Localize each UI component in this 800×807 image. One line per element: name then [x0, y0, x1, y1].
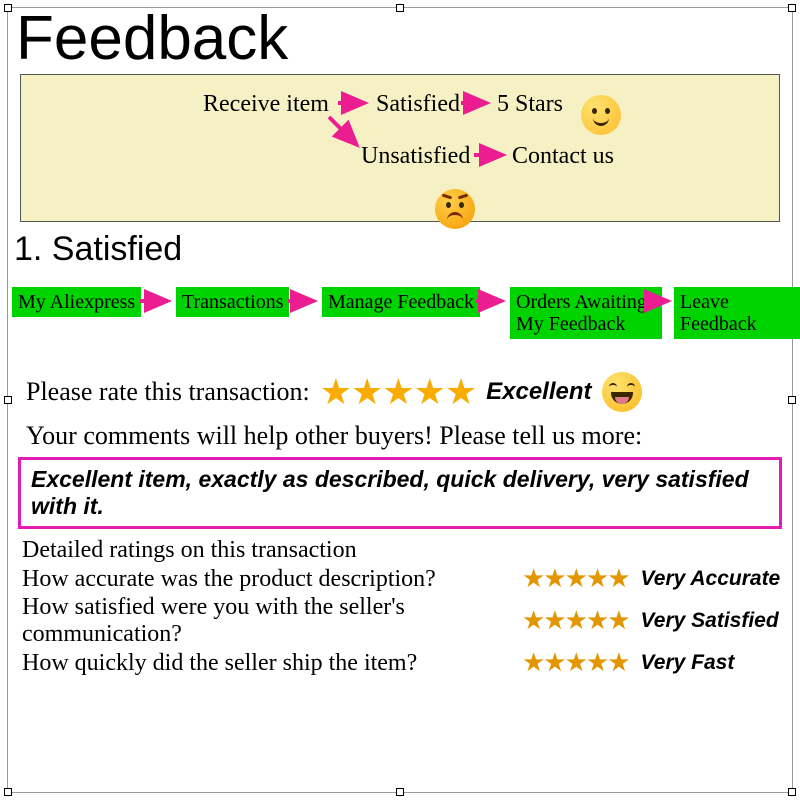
- detail-label-1: Very Accurate: [641, 567, 781, 591]
- grin-icon: [602, 372, 642, 412]
- sel-handle: [396, 788, 404, 796]
- rate-prompt: Please rate this transaction:: [26, 377, 310, 407]
- detail-row-3: How quickly did the seller ship the item…: [22, 648, 792, 678]
- flowchart-arrows: [21, 75, 781, 223]
- detail-row-1: How accurate was the product description…: [22, 564, 792, 594]
- sel-handle: [788, 396, 796, 404]
- sel-handle: [788, 4, 796, 12]
- detail-q-2: How satisfied were you with the seller's…: [22, 594, 522, 648]
- comment-text: Excellent item, exactly as described, qu…: [31, 466, 749, 519]
- sel-handle: [396, 4, 404, 12]
- comment-prompt: Your comments will help other buyers! Pl…: [26, 421, 792, 451]
- detail-label-3: Very Fast: [641, 651, 735, 675]
- page-frame: Feedback Receive item Satisfied 5 Stars …: [7, 7, 793, 793]
- step-row: My Aliexpress Transactions Manage Feedba…: [12, 277, 788, 355]
- detail-row-2: How satisfied were you with the seller's…: [22, 594, 792, 648]
- detail-label-2: Very Satisfied: [641, 609, 779, 633]
- page-title: Feedback: [16, 8, 792, 70]
- sel-handle: [4, 4, 12, 12]
- sel-handle: [4, 788, 12, 796]
- detail-stars-1: ★★★★★: [522, 564, 629, 594]
- five-star-icon: ★★★★★: [320, 371, 476, 413]
- flowchart-box: Receive item Satisfied 5 Stars Unsatisfi…: [20, 74, 780, 222]
- detail-q-1: How accurate was the product description…: [22, 566, 522, 593]
- detail-q-3: How quickly did the seller ship the item…: [22, 650, 522, 677]
- sel-handle: [4, 396, 12, 404]
- step-arrows: [12, 277, 800, 355]
- rating-label: Excellent: [486, 378, 591, 406]
- sel-handle: [788, 788, 796, 796]
- comment-box: Excellent item, exactly as described, qu…: [18, 457, 782, 529]
- detail-stars-2: ★★★★★: [522, 606, 629, 636]
- section-1-heading: 1. Satisfied: [14, 230, 792, 269]
- detailed-heading: Detailed ratings on this transaction: [22, 537, 792, 564]
- rate-line: Please rate this transaction: ★★★★★ Exce…: [26, 371, 792, 413]
- detail-stars-3: ★★★★★: [522, 648, 629, 678]
